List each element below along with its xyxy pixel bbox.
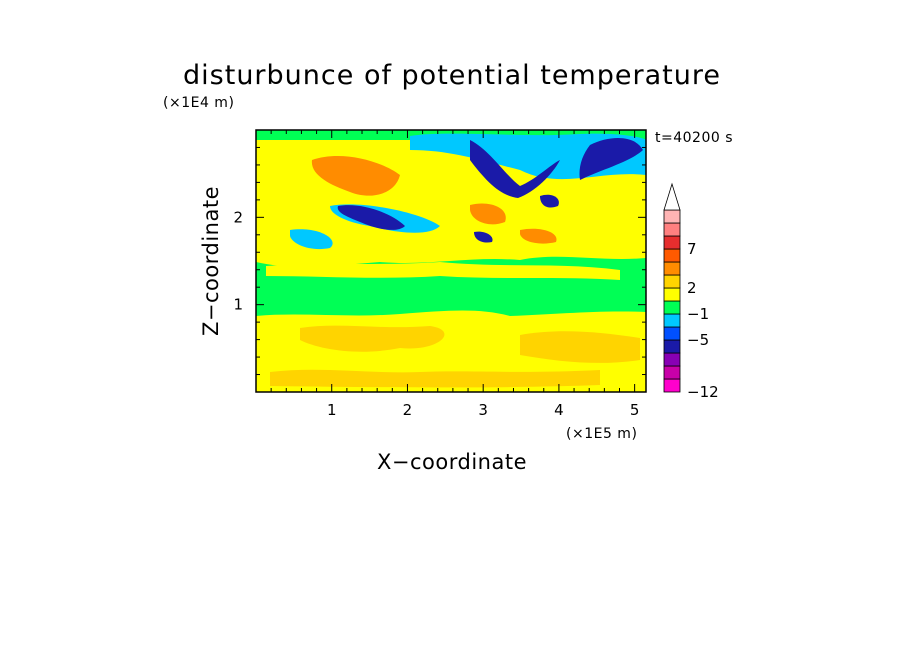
x-axis-label: X−coordinate (377, 450, 527, 474)
x-unit-label: (×1E5 m) (566, 426, 637, 442)
y-axis-label: Z−coordinate (199, 186, 223, 336)
colorbar-segment (663, 235, 681, 250)
colorbar-segment (663, 352, 681, 367)
y-tick-label: 1 (233, 296, 243, 314)
colorbar-segment (663, 248, 681, 263)
colorbar-segment (663, 300, 681, 315)
colorbar: −12−5−127 (663, 182, 719, 401)
colorbar-segment (663, 209, 681, 224)
colorbar-segment (663, 326, 681, 341)
heatmap-field (256, 130, 646, 392)
x-tick-label: 4 (554, 401, 564, 419)
colorbar-label: 7 (687, 240, 697, 258)
colorbar-label: −12 (687, 383, 719, 401)
colorbar-label: −1 (687, 305, 709, 323)
plot-frame (255, 129, 647, 393)
colorbar-label: −5 (687, 331, 709, 349)
colorbar-segment (663, 287, 681, 302)
x-axis-ticks: 1 2 3 4 5 (255, 130, 640, 419)
chart-title: disturbunce of potential temperature (183, 60, 721, 91)
colorbar-extend-arrow (663, 182, 681, 211)
y-axis-ticks: 12 (233, 146, 646, 393)
field-orange-2 (470, 203, 506, 225)
x-tick-label: 2 (403, 401, 413, 419)
time-label: t=40200 s (655, 130, 733, 146)
field-blue-1 (337, 205, 405, 230)
field-orange-bottom (270, 369, 600, 388)
colorbar-label: 2 (687, 279, 697, 297)
field-orange-3 (520, 228, 557, 244)
x-tick-label: 3 (478, 401, 488, 419)
field-cyan-left (290, 229, 333, 250)
colorbar-segment (663, 378, 681, 393)
field-orange-lower (300, 325, 445, 352)
colorbar-segment (663, 261, 681, 276)
colorbar-segment (663, 274, 681, 289)
field-orange-lower-2 (520, 331, 640, 363)
field-blue-4 (474, 231, 493, 243)
y-unit-label: (×1E4 m) (163, 95, 234, 111)
x-tick-label: 5 (630, 401, 640, 419)
colorbar-segment (663, 222, 681, 237)
colorbar-segment (663, 313, 681, 328)
x-tick-label: 1 (327, 401, 337, 419)
colorbar-segment (663, 339, 681, 354)
colorbar-segment (663, 365, 681, 380)
y-tick-label: 2 (233, 208, 243, 226)
field-blue-2 (470, 140, 560, 198)
field-blue-3 (579, 138, 643, 180)
field-orange-1 (311, 155, 400, 196)
field-blue-5 (540, 194, 559, 208)
field-yellow-strip (266, 262, 620, 280)
